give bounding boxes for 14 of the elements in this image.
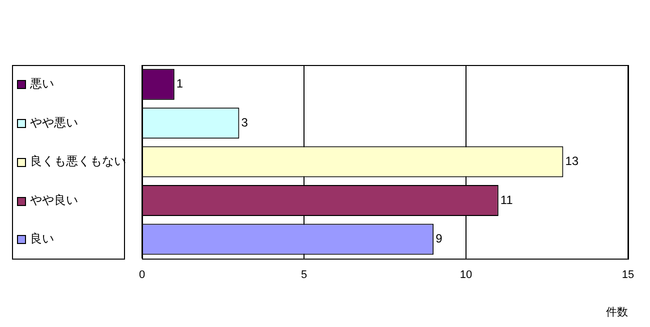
data-label: 3 <box>241 115 248 130</box>
data-label: 1 <box>176 76 184 91</box>
x-tick-label: 15 <box>622 269 634 282</box>
x-tick-label: 0 <box>138 269 146 282</box>
data-label: 11 <box>500 192 514 207</box>
y-tick-label: やや悪い <box>30 115 78 130</box>
y-tick-label: 悪い <box>29 76 54 91</box>
x-tick-label: 5 <box>300 269 308 282</box>
y-tick-label: 良い <box>30 232 54 246</box>
x-axis-title: 件数 <box>606 306 628 318</box>
x-tick-label: 10 <box>460 269 472 282</box>
data-label: 9 <box>436 232 443 246</box>
data-label: 13 <box>565 154 579 168</box>
y-tick-label: やや良い <box>30 192 78 207</box>
